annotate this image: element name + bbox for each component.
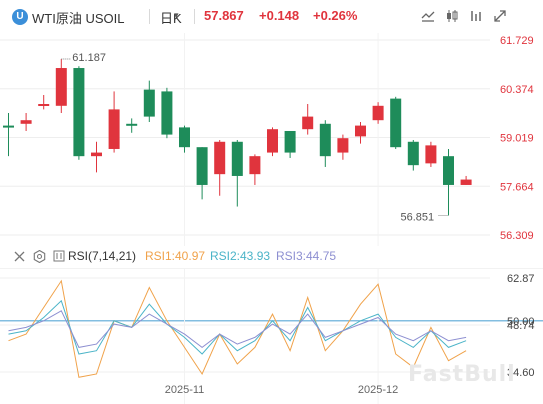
high-price-label: 61.187 [72,52,106,64]
rsi-title: RSI(7,14,21) [68,249,137,263]
gear-icon[interactable] [33,250,46,263]
candle-body [302,116,314,130]
candle-body [337,138,349,153]
candle-body [38,104,50,107]
price-change-percent: +0.26% [313,8,358,23]
rsi-reference-label: 50.00 [507,316,535,328]
candle-body [91,152,102,157]
candle-body [73,68,85,157]
indicator-button[interactable] [466,6,486,26]
candle-body [161,91,173,135]
candle-body [267,129,278,153]
y-tick-label: 48.74 [507,320,535,332]
expand-icon [494,10,506,22]
x-axis-date-label: 2025-11 [165,384,205,396]
y-tick-label: 57.664 [500,181,534,193]
line-chart-icon [421,11,435,22]
header-divider [149,9,150,24]
candle-body [179,127,190,148]
candle-body [231,141,243,176]
symbol-selector[interactable]: WTI原油 USOIL [32,8,124,27]
candle-body [196,147,208,185]
candle-body [284,130,296,153]
candle-body [425,145,437,164]
candle-body [319,123,331,157]
chart-header: U WTI原油 USOIL 日K ▾ 57.867 +0.148 +0.26% [0,0,543,33]
candle-body [443,156,454,185]
rsi1-value: RSI1:40.97 [145,249,206,263]
rsi-series-line-3 [8,310,467,349]
chevron-down-icon[interactable]: ▾ [174,10,179,20]
candle-body [214,141,226,175]
x-axis-date-label: 2025-12 [358,384,398,396]
candle-body [108,109,120,149]
rsi2-value: RSI2:43.93 [210,249,271,263]
rsi-chart[interactable]: 62.87 48.74 34.60 50.00 2025-11 2025-12 [0,268,543,404]
symbol-name: WTI原油 [32,11,82,26]
candlestick-icon [447,10,458,22]
candle-body [55,68,67,106]
header-divider [194,9,195,24]
price-change: +0.148 [259,8,300,23]
period-selector[interactable]: 日K [160,11,182,26]
rsi-header: RSI(7,14,21) RSI1:40.97 RSI2:43.93 RSI3:… [0,246,543,268]
collapse-icon[interactable] [14,251,25,262]
watermark-logo: FastBull [408,362,516,387]
expand-button[interactable] [490,6,510,26]
candle-body [355,125,366,137]
y-tick-label: 62.87 [507,273,535,285]
candle-body [143,89,155,117]
candle-body [390,98,402,148]
candle-body [407,141,419,166]
indicator-box-icon[interactable] [53,250,65,262]
candlestick-button[interactable] [442,6,462,26]
candle-body [460,179,472,185]
candle-body [20,120,32,124]
rsi-series-line-1 [8,279,467,378]
last-price: 57.867 [204,8,244,23]
low-price-label: 56.851 [401,212,435,224]
y-tick-label: 56.309 [500,230,534,242]
y-tick-label: 61.729 [500,35,534,47]
candle-body [126,123,138,126]
y-tick-label: 60.374 [500,84,534,96]
line-chart-button[interactable] [418,6,438,26]
rsi3-value: RSI3:44.75 [276,249,337,263]
candle-body [249,156,261,175]
candlestick-chart[interactable]: 61.729 60.374 59.019 57.664 56.309 61.187 56.8… [0,33,543,246]
y-tick-label: 34.60 [507,367,535,379]
symbol-logo-icon: U [12,9,28,25]
candle-body [3,125,14,128]
rsi-series-line-2 [8,299,467,355]
candle-body [372,105,384,121]
indicator-bars-icon [471,11,481,21]
y-tick-label: 59.019 [500,133,534,145]
symbol-code: USOIL [85,11,125,26]
